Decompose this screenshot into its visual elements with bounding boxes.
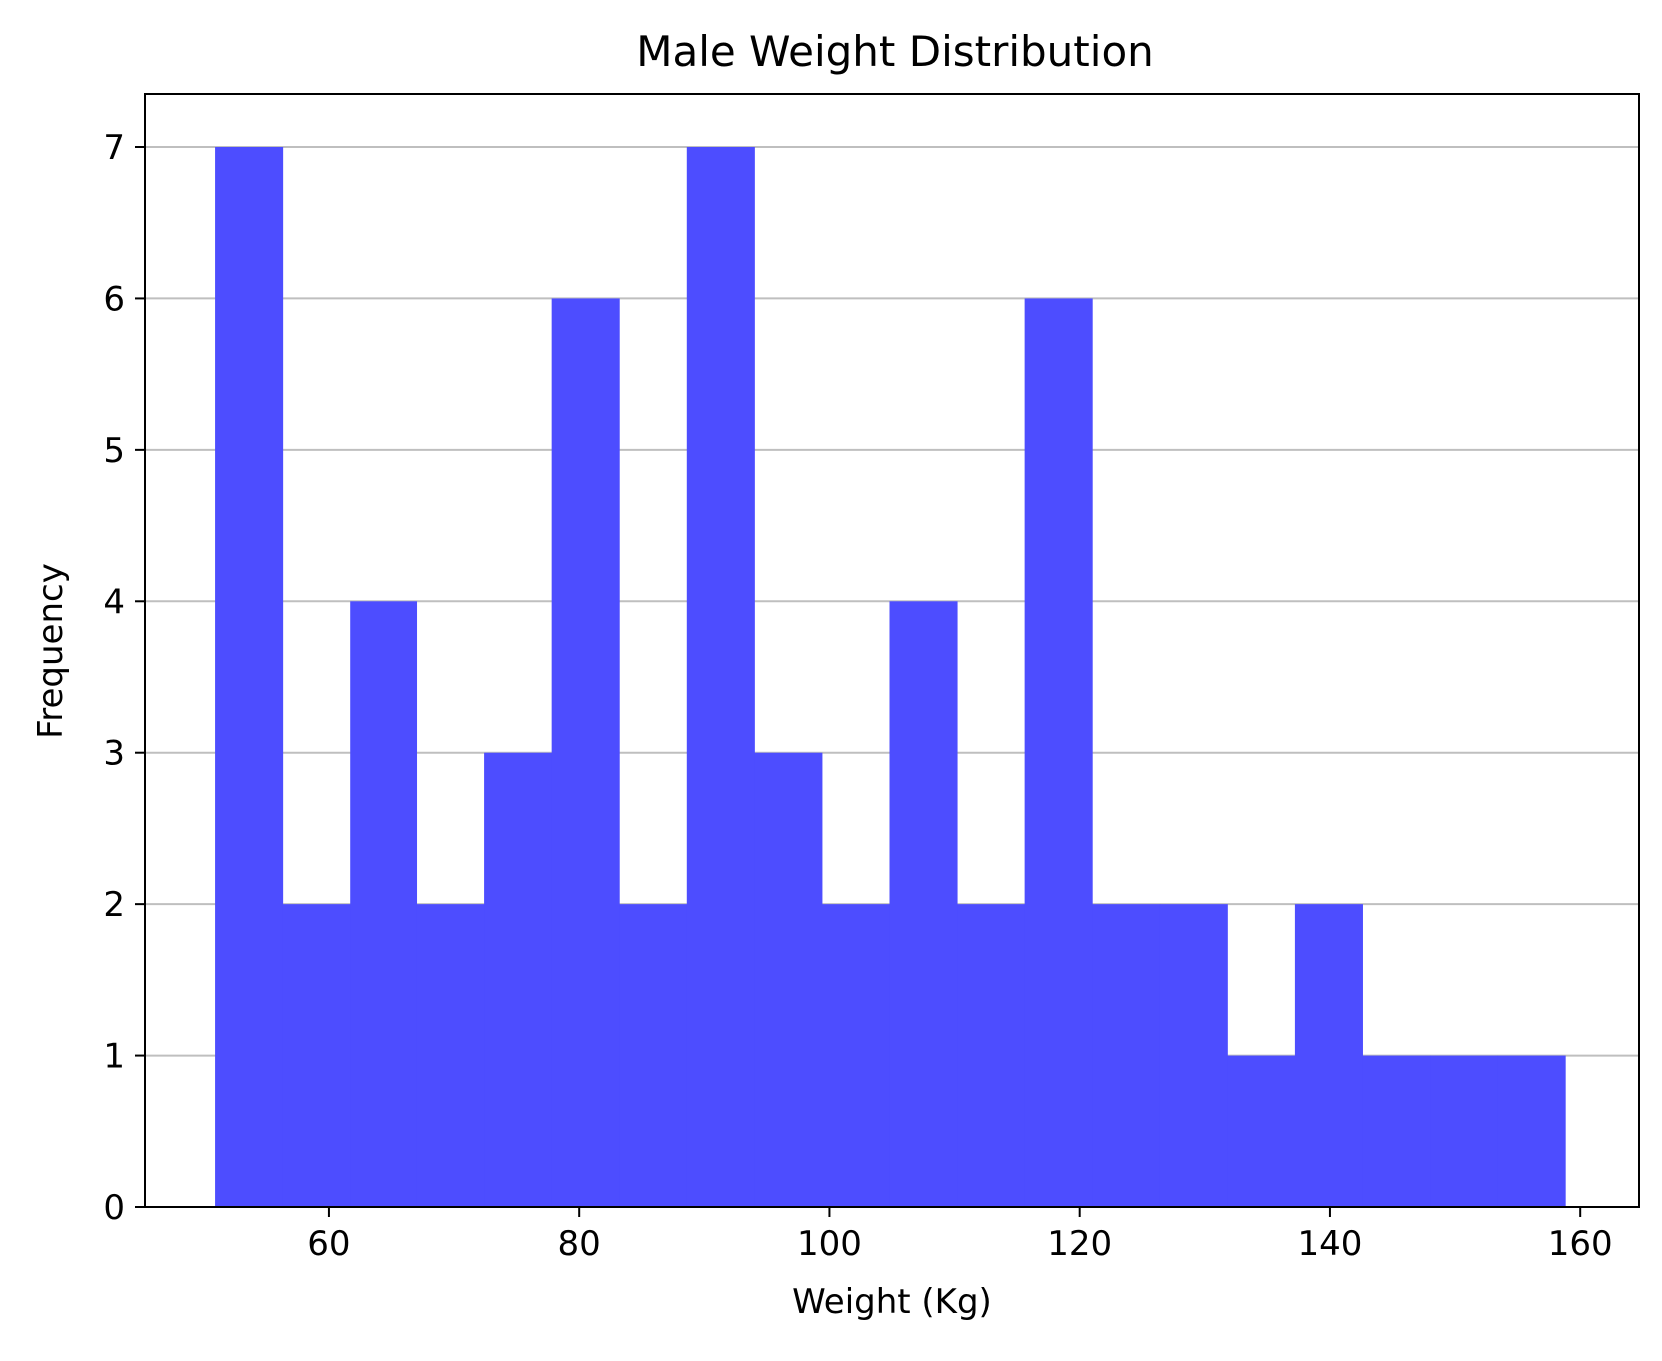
chart-title: Male Weight Distribution [636,27,1154,76]
histogram-bar-1 [282,904,351,1207]
y-tick-label-1: 1 [103,1037,125,1077]
histogram-bar-3 [416,904,485,1207]
histogram-bar-17 [1362,1055,1431,1207]
x-axis-label: Weight (Kg) [792,1282,992,1322]
histogram-bar-8 [754,752,823,1207]
y-tick-label-2: 2 [103,885,125,925]
histogram-bar-4 [484,752,553,1207]
histogram-bar-13 [1092,904,1161,1207]
x-tick-label-100: 100 [797,1224,862,1264]
plot-frame [144,93,1640,1208]
histogram-bars [215,147,1566,1207]
histogram-bar-6 [619,904,688,1207]
histogram-bar-11 [957,904,1026,1207]
y-axis-label: Frequency [31,563,71,739]
histogram-bar-2 [350,601,418,1207]
y-tick-label-6: 6 [103,279,125,319]
y-axis-ticks: 0 1 2 3 4 5 6 7 [103,128,145,1228]
histogram-bar-16 [1294,904,1363,1207]
histogram-bar-19 [1497,1055,1566,1207]
histogram-bar-5 [551,298,620,1207]
y-tick-label-4: 4 [103,582,125,622]
x-tick-label-60: 60 [307,1224,350,1264]
histogram-bar-14 [1159,904,1228,1207]
x-tick-label-120: 120 [1047,1224,1112,1264]
y-tick-label-3: 3 [103,734,125,774]
y-tick-label-5: 5 [103,431,125,471]
y-tick-label-7: 7 [103,128,125,168]
x-tick-label-160: 160 [1548,1224,1613,1264]
x-tick-label-80: 80 [558,1224,601,1264]
histogram-bar-18 [1430,1055,1499,1207]
histogram-bar-7 [686,147,755,1207]
histogram-bar-10 [889,601,958,1207]
x-axis-ticks: 60 80 100 120 140 160 [307,1207,1613,1264]
histogram-bar-15 [1227,1055,1296,1207]
x-tick-label-140: 140 [1297,1224,1362,1264]
histogram-bar-0 [215,147,284,1207]
histogram-bar-12 [1024,298,1093,1207]
y-tick-label-0: 0 [103,1188,125,1228]
histogram-bar-9 [821,904,890,1207]
